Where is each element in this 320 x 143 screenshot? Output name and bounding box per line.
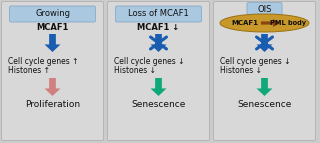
Text: Senescence: Senescence: [237, 100, 292, 109]
Text: Senescence: Senescence: [131, 100, 186, 109]
Text: Loss of MCAF1: Loss of MCAF1: [128, 9, 189, 18]
Polygon shape: [150, 34, 166, 52]
Polygon shape: [257, 78, 273, 96]
Text: MCAF1 ↓: MCAF1 ↓: [137, 23, 180, 32]
Text: OIS: OIS: [257, 5, 272, 14]
FancyBboxPatch shape: [2, 1, 103, 141]
FancyBboxPatch shape: [10, 6, 95, 22]
Text: Histones ↓: Histones ↓: [220, 66, 262, 75]
Text: MCAF1: MCAF1: [36, 23, 69, 32]
Polygon shape: [44, 78, 60, 96]
Text: PML body: PML body: [270, 20, 307, 26]
Polygon shape: [261, 19, 281, 27]
Polygon shape: [257, 34, 273, 52]
Text: Cell cycle genes ↑: Cell cycle genes ↑: [8, 57, 78, 66]
Text: Proliferation: Proliferation: [25, 100, 80, 109]
FancyBboxPatch shape: [108, 1, 210, 141]
FancyBboxPatch shape: [116, 6, 202, 22]
Text: Cell cycle genes ↓: Cell cycle genes ↓: [114, 57, 185, 66]
Text: MCAF1: MCAF1: [231, 20, 259, 26]
Text: Growing: Growing: [35, 9, 70, 18]
Polygon shape: [44, 34, 60, 52]
FancyBboxPatch shape: [247, 2, 282, 17]
Text: Histones ↑: Histones ↑: [8, 66, 50, 75]
Text: Cell cycle genes ↓: Cell cycle genes ↓: [220, 57, 291, 66]
FancyBboxPatch shape: [213, 1, 316, 141]
Ellipse shape: [220, 14, 309, 32]
Polygon shape: [150, 78, 166, 96]
Text: Histones ↓: Histones ↓: [114, 66, 156, 75]
